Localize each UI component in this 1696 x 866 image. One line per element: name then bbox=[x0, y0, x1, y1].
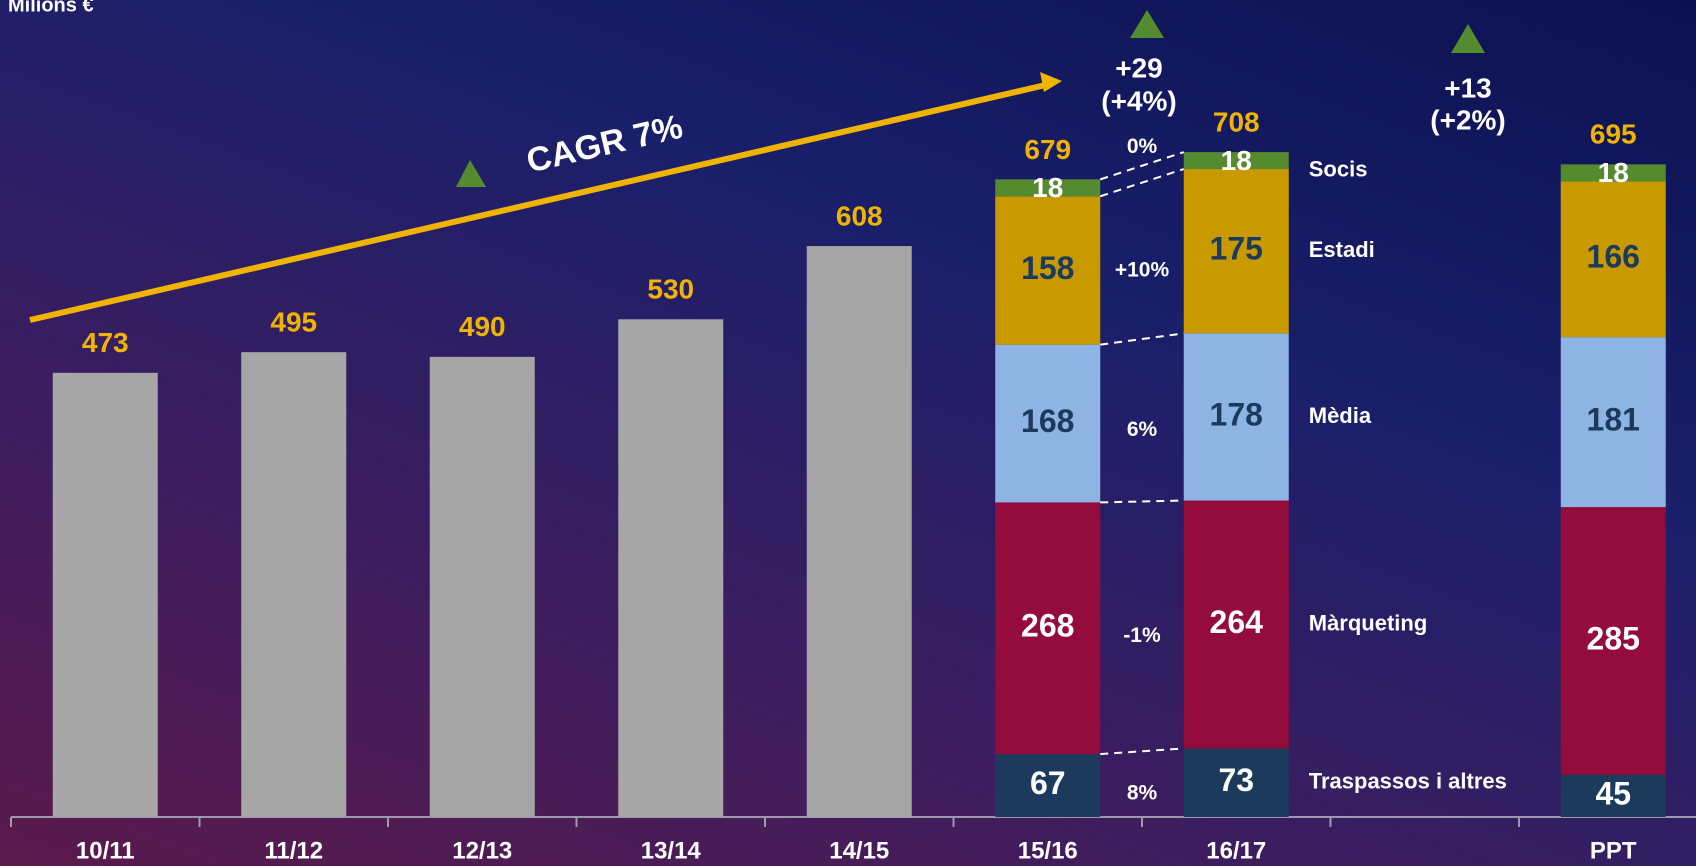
stack-segment bbox=[995, 179, 1101, 197]
stack-segment bbox=[1560, 774, 1666, 817]
x-tick-label: 16/17 bbox=[1206, 837, 1266, 864]
cagr-label: CAGR 7% bbox=[523, 108, 686, 181]
change-label: 6% bbox=[1127, 418, 1158, 441]
triangle bbox=[1130, 10, 1164, 38]
total-label: 708 bbox=[1213, 107, 1260, 138]
stack-segment bbox=[995, 196, 1101, 345]
stack-segment bbox=[995, 754, 1101, 817]
segment-label: 18 bbox=[1221, 145, 1252, 176]
change-label: 0% bbox=[1127, 135, 1158, 158]
total-label: 695 bbox=[1590, 119, 1637, 150]
stack-segment bbox=[1183, 500, 1289, 749]
delta: +13 bbox=[1444, 72, 1492, 103]
series-name: Màrqueting bbox=[1309, 610, 1428, 635]
series-name: Traspassos i altres bbox=[1309, 769, 1507, 794]
series-name: Mèdia bbox=[1309, 403, 1372, 428]
bar bbox=[429, 356, 535, 817]
segment-label: 178 bbox=[1210, 396, 1263, 432]
stack-segment bbox=[995, 344, 1101, 503]
x-tick-label: 15/16 bbox=[1018, 837, 1078, 864]
change-label: +10% bbox=[1115, 258, 1170, 281]
delta: +29 bbox=[1115, 52, 1163, 83]
value-label: 530 bbox=[647, 274, 694, 305]
unit-label: Milions € bbox=[8, 0, 94, 16]
connector bbox=[1099, 151, 1185, 181]
triangle bbox=[456, 160, 486, 187]
change-label: -1% bbox=[1123, 624, 1161, 647]
stack-segment bbox=[1560, 181, 1666, 338]
cagr-arrow bbox=[29, 81, 1051, 323]
stack-segment bbox=[1183, 748, 1289, 817]
connector bbox=[1100, 332, 1184, 346]
bar bbox=[241, 352, 347, 817]
change-label: 8% bbox=[1127, 782, 1158, 805]
stack-segment bbox=[1560, 164, 1666, 182]
x-tick-label: 13/14 bbox=[641, 837, 702, 864]
series-name: Estadi bbox=[1309, 237, 1375, 262]
segment-label: 18 bbox=[1598, 157, 1629, 188]
connector bbox=[1100, 747, 1184, 756]
value-label: 608 bbox=[836, 200, 883, 231]
x-tick-label: 12/13 bbox=[452, 837, 512, 864]
segment-label: 285 bbox=[1587, 620, 1640, 656]
value-label: 490 bbox=[459, 311, 506, 342]
segment-label: 168 bbox=[1021, 403, 1074, 439]
segment-label: 18 bbox=[1032, 172, 1063, 203]
segment-label: 175 bbox=[1210, 231, 1263, 267]
stack-segment bbox=[1183, 169, 1289, 334]
segment-label: 67 bbox=[1030, 765, 1066, 801]
stack-segment bbox=[995, 502, 1101, 755]
stack-segment bbox=[1560, 337, 1666, 508]
x-tick-label: 10/11 bbox=[76, 837, 135, 864]
value-label: 473 bbox=[82, 327, 129, 358]
segment-label: 158 bbox=[1021, 250, 1074, 286]
triangle bbox=[1451, 24, 1485, 53]
delta-pct: (+4%) bbox=[1101, 85, 1176, 116]
stack-segment bbox=[1183, 333, 1289, 501]
segment-label: 45 bbox=[1595, 775, 1631, 811]
segment-label: 166 bbox=[1587, 239, 1640, 275]
delta-pct: (+2%) bbox=[1430, 104, 1505, 135]
connector bbox=[1100, 499, 1184, 504]
x-tick-label: 14/15 bbox=[829, 837, 889, 864]
connector bbox=[1099, 168, 1185, 198]
segment-label: 268 bbox=[1021, 608, 1074, 644]
bar bbox=[52, 372, 158, 817]
value-label: 495 bbox=[270, 307, 317, 338]
x-tick-label: 11/12 bbox=[264, 837, 323, 864]
series-name: Socis bbox=[1309, 156, 1368, 181]
x-tick-label: PPT bbox=[1590, 837, 1637, 864]
bar bbox=[618, 319, 724, 817]
segment-label: 181 bbox=[1587, 402, 1640, 438]
stack-segment bbox=[1560, 507, 1666, 775]
arrow-head bbox=[1040, 72, 1062, 92]
stack-segment bbox=[1183, 152, 1289, 170]
bar bbox=[806, 246, 912, 818]
segment-label: 264 bbox=[1210, 604, 1264, 640]
segment-label: 73 bbox=[1218, 762, 1254, 798]
total-label: 679 bbox=[1024, 134, 1071, 165]
